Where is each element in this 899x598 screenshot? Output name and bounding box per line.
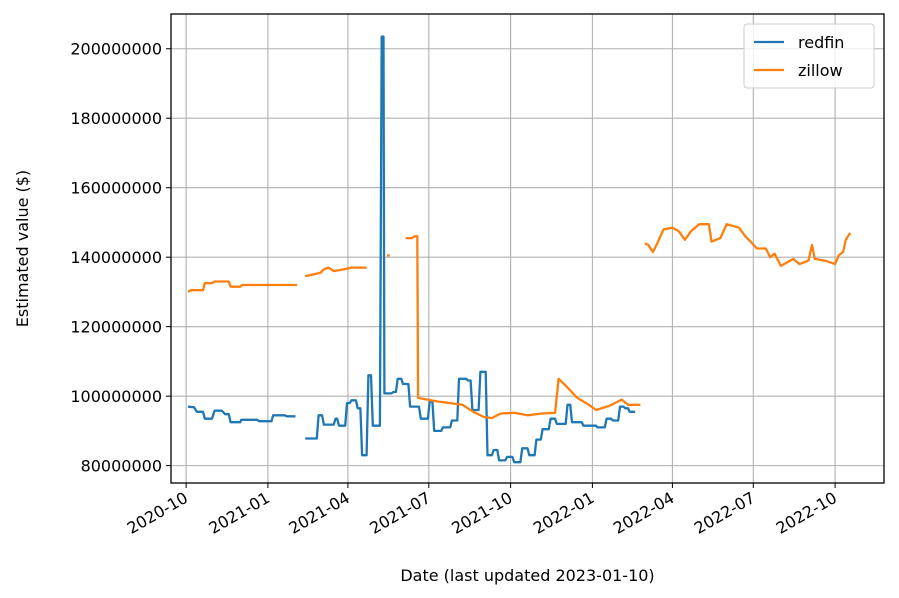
y-tick-label: 160000000: [70, 179, 162, 198]
series-layer: [187, 35, 852, 464]
y-tick-label: 80000000: [81, 457, 162, 476]
y-tick-label: 200000000: [70, 40, 162, 59]
legend-label-redfin: redfin: [798, 33, 844, 52]
x-tick-label: 2021-07: [366, 488, 433, 538]
redfin-series-line: [305, 35, 636, 464]
y-tick-label: 180000000: [70, 109, 162, 128]
zillow-series-line: [644, 223, 852, 268]
zillow-series-line: [304, 266, 367, 278]
redfin-series-line: [187, 405, 296, 424]
legend: redfin zillow: [743, 23, 875, 89]
x-tick-label: 2022-04: [610, 488, 677, 538]
y-tick-label: 100000000: [70, 387, 162, 406]
x-axis-label: Date (last updated 2023-01-10): [400, 566, 654, 585]
zillow-series-line: [187, 280, 298, 293]
x-tick-label: 2020-10: [124, 488, 191, 538]
legend-box: [743, 23, 875, 89]
x-tick-label: 2021-04: [286, 488, 353, 538]
x-tick-label: 2022-10: [773, 488, 840, 538]
y-tick-label: 140000000: [70, 248, 162, 267]
zillow-series-line: [405, 235, 641, 420]
x-tick-label: 2021-10: [448, 488, 515, 538]
grid-lines: [171, 14, 884, 483]
y-axis-label: Estimated value ($): [13, 170, 32, 327]
legend-label-zillow: zillow: [798, 61, 843, 80]
plot-frame: [170, 13, 885, 484]
x-tick-label: 2022-01: [530, 488, 597, 538]
x-tick-label: 2022-07: [691, 488, 758, 538]
x-tick-label: 2021-01: [206, 488, 273, 538]
y-tick-label: 120000000: [70, 318, 162, 337]
